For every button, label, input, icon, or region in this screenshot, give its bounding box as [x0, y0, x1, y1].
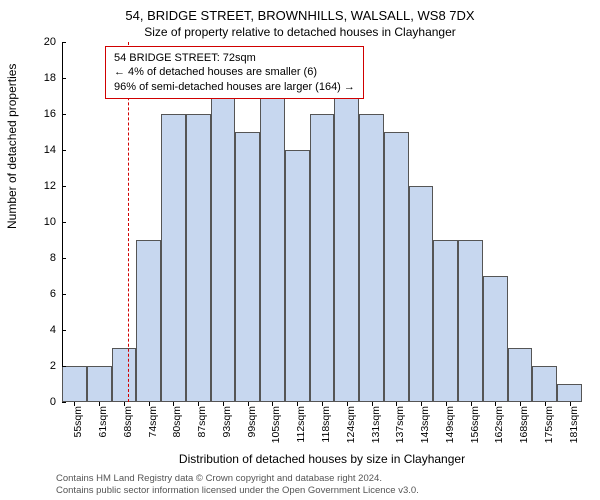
y-tick-label: 8 [50, 252, 62, 264]
bar [136, 240, 161, 402]
y-tick-label: 18 [44, 72, 62, 84]
x-tick-label: 162sqm [493, 402, 505, 443]
bar [235, 132, 260, 402]
x-tick-mark [74, 402, 75, 406]
footer-line1: Contains HM Land Registry data © Crown c… [56, 473, 419, 484]
y-tick-label: 4 [50, 324, 62, 336]
annotation-line1: 54 BRIDGE STREET: 72sqm [114, 51, 355, 65]
x-tick-mark [495, 402, 496, 406]
bar [62, 366, 87, 402]
bar [161, 114, 186, 402]
annotation-line3: 96% of semi-detached houses are larger (… [114, 80, 355, 94]
annotation-line2: ← 4% of detached houses are smaller (6) [114, 65, 355, 79]
y-tick-label: 2 [50, 360, 62, 372]
bar [87, 366, 112, 402]
x-tick-label: 168sqm [518, 402, 530, 443]
bar [409, 186, 434, 402]
bar [285, 150, 310, 402]
x-tick-mark [272, 402, 273, 406]
x-tick-label: 131sqm [370, 402, 382, 443]
x-tick-label: 68sqm [122, 402, 134, 438]
bar [508, 348, 533, 402]
x-tick-mark [520, 402, 521, 406]
bar [483, 276, 508, 402]
x-tick-label: 143sqm [419, 402, 431, 443]
y-tick-label: 0 [50, 396, 62, 408]
x-tick-label: 74sqm [147, 402, 159, 438]
x-tick-mark [297, 402, 298, 406]
x-tick-mark [198, 402, 199, 406]
x-tick-label: 149sqm [444, 402, 456, 443]
x-tick-mark [396, 402, 397, 406]
x-tick-label: 181sqm [568, 402, 580, 443]
x-tick-label: 112sqm [295, 402, 307, 443]
bar [112, 348, 137, 402]
bar [557, 384, 582, 402]
bar [260, 96, 285, 402]
y-tick-label: 12 [44, 180, 62, 192]
x-tick-label: 87sqm [196, 402, 208, 438]
y-tick-label: 14 [44, 144, 62, 156]
bar [433, 240, 458, 402]
x-tick-mark [322, 402, 323, 406]
bar [532, 366, 557, 402]
x-tick-label: 99sqm [246, 402, 258, 438]
y-tick-label: 10 [44, 216, 62, 228]
x-tick-label: 124sqm [345, 402, 357, 443]
x-tick-mark [471, 402, 472, 406]
bar [211, 78, 236, 402]
x-tick-label: 175sqm [543, 402, 555, 443]
x-tick-mark [149, 402, 150, 406]
x-tick-label: 105sqm [270, 402, 282, 443]
y-tick-label: 20 [44, 36, 62, 48]
bar [359, 114, 384, 402]
y-axis-label: Number of detached properties [5, 64, 19, 229]
x-tick-mark [223, 402, 224, 406]
x-tick-mark [372, 402, 373, 406]
x-tick-mark [545, 402, 546, 406]
bar [310, 114, 335, 402]
bar [186, 114, 211, 402]
x-tick-mark [347, 402, 348, 406]
x-tick-label: 61sqm [97, 402, 109, 438]
x-tick-label: 80sqm [171, 402, 183, 438]
footer: Contains HM Land Registry data © Crown c… [56, 473, 419, 496]
title-address: 54, BRIDGE STREET, BROWNHILLS, WALSALL, … [0, 0, 600, 23]
y-tick-label: 6 [50, 288, 62, 300]
x-tick-label: 118sqm [320, 402, 332, 443]
x-tick-mark [446, 402, 447, 406]
x-tick-label: 55sqm [72, 402, 84, 438]
bar [384, 132, 409, 402]
annotation-box: 54 BRIDGE STREET: 72sqm ← 4% of detached… [105, 46, 364, 99]
x-tick-mark [421, 402, 422, 406]
y-tick-label: 16 [44, 108, 62, 120]
x-tick-mark [173, 402, 174, 406]
footer-line2: Contains public sector information licen… [56, 485, 419, 496]
x-axis-label: Distribution of detached houses by size … [62, 452, 582, 466]
x-tick-mark [570, 402, 571, 406]
x-tick-label: 156sqm [469, 402, 481, 443]
title-subtitle: Size of property relative to detached ho… [0, 23, 600, 39]
bar [458, 240, 483, 402]
x-tick-mark [124, 402, 125, 406]
x-tick-label: 93sqm [221, 402, 233, 438]
bar [334, 96, 359, 402]
x-tick-label: 137sqm [394, 402, 406, 443]
x-tick-mark [99, 402, 100, 406]
x-tick-mark [248, 402, 249, 406]
